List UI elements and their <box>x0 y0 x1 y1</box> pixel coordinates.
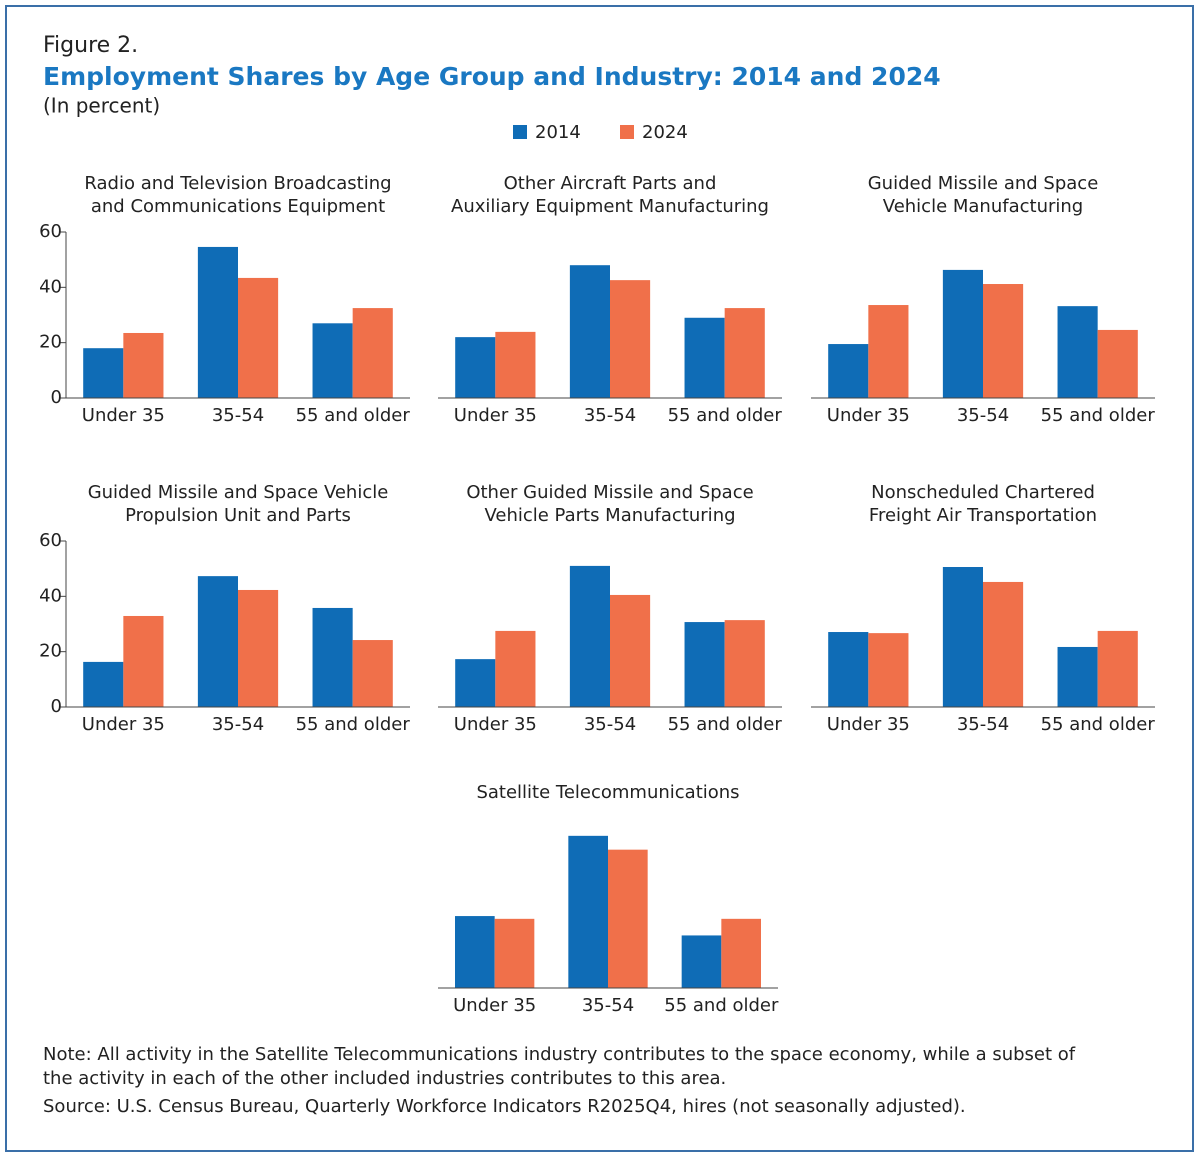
panel-title: Radio and Television Broadcasting <box>84 173 391 194</box>
bar <box>312 323 353 398</box>
bar <box>83 661 124 707</box>
bar <box>1097 630 1138 707</box>
y-tick-label: 0 <box>51 387 62 408</box>
y-tick-label: 0 <box>51 696 62 717</box>
panel-title: Other Guided Missile and Space <box>466 482 753 503</box>
x-tick-label: 35-54 <box>957 405 1009 426</box>
bar <box>610 594 651 707</box>
panel-title: Satellite Telecommunications <box>476 782 739 803</box>
y-tick-label: 40 <box>39 276 62 297</box>
bar <box>724 620 765 707</box>
bar <box>684 317 725 398</box>
panel-title: and Communications Equipment <box>91 196 385 217</box>
bar <box>312 607 353 707</box>
panel-title: Guided Missile and Space <box>868 173 1099 194</box>
bar <box>983 581 1024 707</box>
source: Source: U.S. Census Bureau, Quarterly Wo… <box>43 1096 966 1117</box>
bar <box>197 576 238 707</box>
x-tick-label: Under 35 <box>82 714 165 735</box>
x-tick-label: 55 and older <box>664 995 779 1016</box>
bar <box>983 284 1024 398</box>
legend-swatch <box>620 125 634 139</box>
x-tick-label: Under 35 <box>453 995 536 1016</box>
panel-title: Guided Missile and Space Vehicle <box>88 482 389 503</box>
bar <box>238 589 279 707</box>
x-tick-label: 55 and older <box>668 714 783 735</box>
bar <box>942 269 983 398</box>
subtitle: (In percent) <box>43 94 160 118</box>
bar <box>495 331 536 398</box>
bar <box>455 659 496 707</box>
bar <box>1057 306 1098 398</box>
bar <box>721 918 761 988</box>
bar <box>868 633 909 707</box>
x-tick-label: 55 and older <box>296 405 411 426</box>
x-tick-label: 55 and older <box>668 405 783 426</box>
bar <box>942 567 983 707</box>
x-tick-label: 35-54 <box>212 405 264 426</box>
panel-title: Other Aircraft Parts and <box>504 173 717 194</box>
panel-title: Vehicle Manufacturing <box>883 196 1083 217</box>
bar <box>123 615 164 707</box>
x-tick-label: 35-54 <box>957 714 1009 735</box>
bar <box>569 565 610 707</box>
bar <box>608 849 648 988</box>
bar <box>494 918 535 988</box>
bar <box>1097 329 1138 398</box>
y-tick-label: 20 <box>39 641 62 662</box>
panel-title: Vehicle Parts Manufacturing <box>484 505 735 526</box>
x-tick-label: 55 and older <box>1041 714 1156 735</box>
x-tick-label: 35-54 <box>582 995 634 1016</box>
note: Note: All activity in the Satellite Tele… <box>43 1044 1076 1065</box>
note: the activity in each of the other includ… <box>43 1068 726 1089</box>
x-tick-label: Under 35 <box>827 714 910 735</box>
bar <box>83 348 124 398</box>
y-tick-label: 40 <box>39 585 62 606</box>
panel-title: Nonscheduled Chartered <box>871 482 1095 503</box>
bar <box>352 308 393 398</box>
bar <box>828 344 869 398</box>
bar <box>569 265 610 398</box>
y-tick-label: 20 <box>39 332 62 353</box>
bar <box>238 277 279 398</box>
x-tick-label: 35-54 <box>584 714 636 735</box>
bar <box>684 622 725 707</box>
x-tick-label: Under 35 <box>454 714 537 735</box>
bar <box>568 835 608 988</box>
figure-label: Figure 2. <box>43 33 138 58</box>
x-tick-label: Under 35 <box>454 405 537 426</box>
legend-label: 2024 <box>642 122 688 143</box>
bar <box>455 916 495 988</box>
bar <box>455 337 496 398</box>
x-tick-label: 35-54 <box>584 405 636 426</box>
bar <box>610 280 651 398</box>
panel-title: Propulsion Unit and Parts <box>125 505 351 526</box>
bar <box>724 308 765 398</box>
bar <box>681 935 722 988</box>
bar <box>828 632 869 707</box>
x-tick-label: 35-54 <box>212 714 264 735</box>
panel-title: Auxiliary Equipment Manufacturing <box>451 196 769 217</box>
bar <box>123 332 164 398</box>
y-tick-label: 60 <box>39 530 62 551</box>
frame <box>5 5 1194 1152</box>
bar <box>352 640 393 707</box>
bar <box>1057 646 1098 707</box>
x-tick-label: Under 35 <box>82 405 165 426</box>
bar <box>868 305 909 398</box>
panel-title: Freight Air Transportation <box>869 505 1097 526</box>
x-tick-label: 55 and older <box>1041 405 1156 426</box>
legend-swatch <box>513 125 527 139</box>
legend-label: 2014 <box>535 122 581 143</box>
bar <box>197 246 238 398</box>
x-tick-label: Under 35 <box>827 405 910 426</box>
y-tick-label: 60 <box>39 221 62 242</box>
x-tick-label: 55 and older <box>296 714 411 735</box>
title: Employment Shares by Age Group and Indus… <box>43 62 941 91</box>
bar <box>495 630 536 707</box>
